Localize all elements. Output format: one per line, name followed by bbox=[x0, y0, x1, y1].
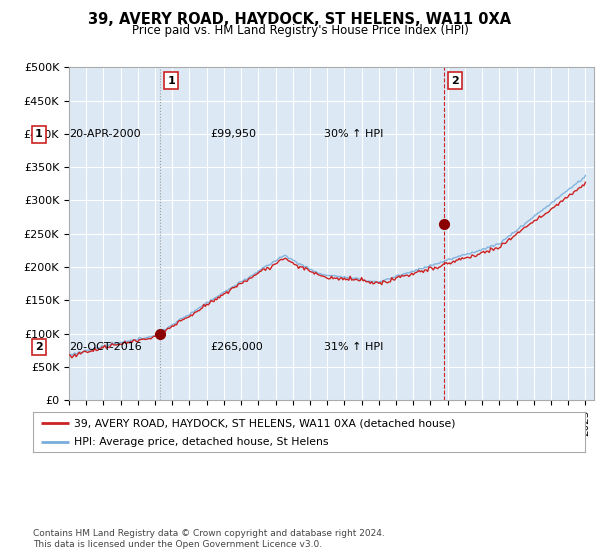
Text: 20-OCT-2016: 20-OCT-2016 bbox=[69, 342, 142, 352]
Text: 39, AVERY ROAD, HAYDOCK, ST HELENS, WA11 0XA (detached house): 39, AVERY ROAD, HAYDOCK, ST HELENS, WA11… bbox=[74, 418, 456, 428]
Text: 2: 2 bbox=[35, 342, 43, 352]
Text: 2: 2 bbox=[451, 76, 459, 86]
Text: 30% ↑ HPI: 30% ↑ HPI bbox=[324, 129, 383, 139]
Text: £99,950: £99,950 bbox=[210, 129, 256, 139]
Text: HPI: Average price, detached house, St Helens: HPI: Average price, detached house, St H… bbox=[74, 437, 329, 446]
Text: Price paid vs. HM Land Registry's House Price Index (HPI): Price paid vs. HM Land Registry's House … bbox=[131, 24, 469, 36]
Text: 1: 1 bbox=[167, 76, 175, 86]
Text: 1: 1 bbox=[35, 129, 43, 139]
Text: £265,000: £265,000 bbox=[210, 342, 263, 352]
Text: 20-APR-2000: 20-APR-2000 bbox=[69, 129, 140, 139]
Text: Contains HM Land Registry data © Crown copyright and database right 2024.
This d: Contains HM Land Registry data © Crown c… bbox=[33, 529, 385, 549]
Text: 31% ↑ HPI: 31% ↑ HPI bbox=[324, 342, 383, 352]
Text: 39, AVERY ROAD, HAYDOCK, ST HELENS, WA11 0XA: 39, AVERY ROAD, HAYDOCK, ST HELENS, WA11… bbox=[88, 12, 512, 27]
